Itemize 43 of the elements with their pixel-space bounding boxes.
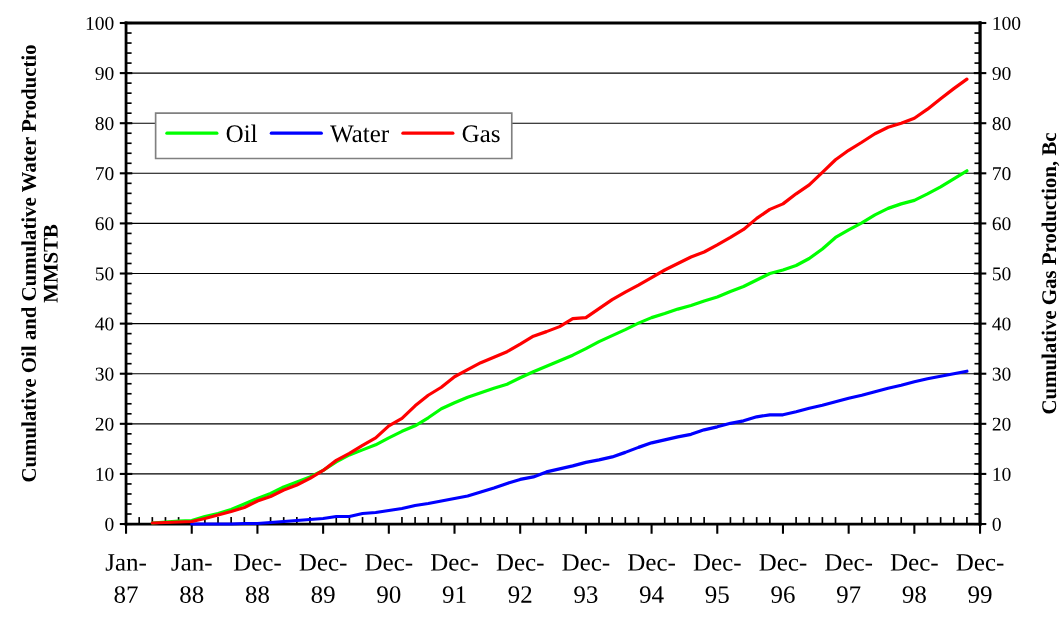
y2-tick-label: 60 <box>992 217 1011 231</box>
line-series <box>190 369 969 526</box>
x-tick-label: Dec-96 <box>759 554 807 603</box>
x-tick-label: Dec-92 <box>496 554 544 603</box>
y2-tick-label: 10 <box>993 467 1011 481</box>
y-tick-label: 0 <box>105 517 114 531</box>
x-tick-label: Dec-91 <box>430 554 478 603</box>
x-tick-label: Dec-94 <box>628 554 675 603</box>
legend-label: Oil <box>226 124 258 143</box>
y-tick-label: 90 <box>95 66 114 81</box>
y2-tick-label: 80 <box>992 117 1011 131</box>
x-tick-label: Dec-97 <box>825 554 873 603</box>
line-series <box>150 77 969 525</box>
y-tick-label: 50 <box>95 267 114 281</box>
y-tick-label: 100 <box>86 16 114 30</box>
y-tick-label: 20 <box>95 417 114 431</box>
y-tick-label: 70 <box>96 167 114 181</box>
y2-tick-label: 20 <box>992 417 1011 431</box>
y-axis-title: Cumulative Oil and Cumulative Water Productio MMSTB <box>21 45 58 482</box>
y-tick-label: 40 <box>95 317 114 331</box>
x-tick-label: Jan-87 <box>105 554 146 603</box>
y2-tick-label: 100 <box>993 16 1021 30</box>
y-tick-label: 10 <box>96 467 114 481</box>
y-tick-label: 30 <box>95 367 114 381</box>
x-tick-label: Jan-88 <box>171 554 212 603</box>
x-tick-label: Dec-98 <box>890 554 938 603</box>
y2-tick-label: 0 <box>992 517 1001 531</box>
y2-tick-label: 30 <box>992 367 1011 381</box>
y2-tick-label: 50 <box>992 267 1011 281</box>
x-tick-label: Dec-95 <box>693 554 741 603</box>
legend-label: Gas <box>462 125 500 143</box>
y2-tick-label: 90 <box>992 66 1011 81</box>
y2-tick-label: 40 <box>992 317 1011 331</box>
y-tick-label: 60 <box>95 217 114 231</box>
x-tick-label: Dec-88 <box>233 554 281 603</box>
x-tick-label: Dec-93 <box>562 554 610 603</box>
x-tick-label: Dec-89 <box>299 554 347 603</box>
y-tick-label: 80 <box>95 117 114 131</box>
x-tick-label: Dec-90 <box>365 554 413 603</box>
y2-axis-title: Cumulative Gas Production, Bc <box>1041 133 1060 414</box>
legend-label: Water <box>330 125 389 143</box>
x-tick-label: Dec-99 <box>956 554 1004 603</box>
y2-tick-label: 70 <box>993 167 1011 181</box>
